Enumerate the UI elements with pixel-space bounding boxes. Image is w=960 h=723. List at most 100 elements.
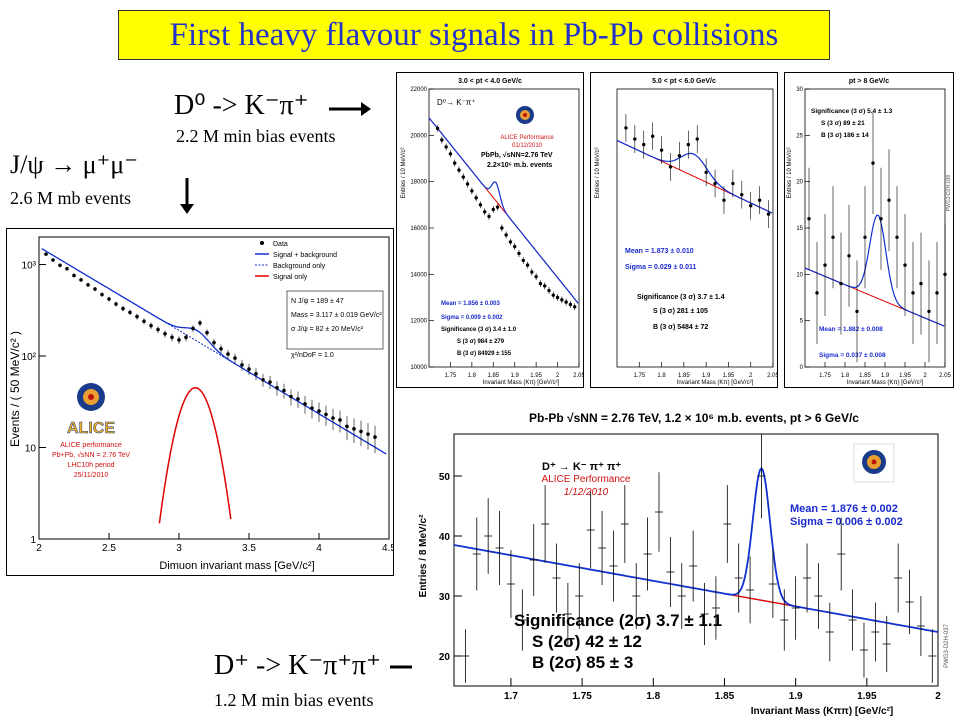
data-point [633,137,637,141]
slide-title: First heavy flavour signals in Pb-Pb col… [118,10,830,60]
y-tick-label: 12000 [410,319,427,325]
data-point [551,293,555,297]
background-fit [724,592,796,608]
data-point [564,300,568,304]
data-point [668,165,673,169]
x-tick-label: 2.05 [939,373,951,379]
x-tick-label: 1.8 [468,373,477,379]
d0c-mean: Mean = 1.882 ± 0.008 [819,326,883,333]
y-tick-label: 30 [796,87,803,93]
dplus-date: 1/12/2010 [564,487,609,498]
y-tick-label: 15 [796,226,803,232]
alice-perf-line: ALICE performance [60,442,122,449]
data-point [487,214,491,219]
data-point [114,302,118,306]
d0c-xlabel: Invariant Mass (Kπ) [GeV/c²] [847,380,924,386]
data-point [212,340,216,345]
data-point [373,435,377,439]
y-tick-label: 22000 [410,87,427,93]
alice-logo-d0 [516,106,534,124]
d0a-perf: ALICE Performance [500,135,554,141]
x-tick-label: 2.5 [102,543,116,554]
d0a-date: 01/12/2010 [512,143,543,149]
data-point [895,235,899,239]
d0a-title: 3.0 < pt < 4.0 GeV/c [458,78,522,85]
data-point [170,335,174,340]
alice-date-line: 25/11/2010 [74,472,109,479]
legend-bg: Background only [273,263,326,270]
data-point [72,273,76,278]
data-point [831,235,835,239]
data-point [766,212,771,216]
jpsi-decay-label: J/ψ → μ⁺μ⁻ [10,150,138,179]
data-point [517,251,521,256]
x-tick-label: 2 [36,543,42,554]
d0-plot-panel-c: pt > 8 GeV/c Entries / 10 MeV/c² Invaria… [784,72,954,388]
data-point [86,283,90,287]
data-point [478,203,483,207]
d0b-stat-b: B (3 σ) 5484 ± 72 [653,324,708,331]
y-tick-label: 14000 [410,272,427,278]
data-point [847,254,851,258]
data-point [191,326,195,331]
data-point [128,310,132,315]
data-point [465,182,470,186]
data-point [310,406,314,410]
dplus-stat-b: B (2σ) 85 ± 3 [532,653,633,672]
d0b-xlabel: Invariant Mass (Kπ) [GeV/c²] [677,380,754,386]
x-tick-label: 2 [923,373,927,379]
d0c-tag: PWG3-D2H-038 [946,175,952,212]
jpsi-plot-panel: Events / ( 50 MeV/c² ) Dimuon invariant … [6,228,396,576]
data-point [163,331,167,336]
y-tick-label: 0 [800,365,804,371]
data-point [879,217,883,221]
data-point [448,152,453,156]
data-point [198,321,202,325]
data-point [573,305,577,309]
data-point [713,181,717,186]
x-tick-label: 1.95 [899,373,911,379]
data-point [453,161,457,165]
arrow-right-icon [327,100,373,123]
d0a-sigma: Sigma = 0.009 ± 0.002 [441,315,503,321]
data-point [65,266,69,271]
d0-plot-panel-b: 5.0 < pt < 6.0 GeV/c Entries / 10 MeV/c²… [590,72,779,388]
d0-plot-b: 5.0 < pt < 6.0 GeV/c Entries / 10 MeV/c²… [595,78,779,386]
y-tick-label: 16000 [410,226,427,232]
data-point [205,330,209,335]
x-tick-label: 1.85 [487,373,499,379]
data-point [935,291,939,295]
dplus-events-label: 1.2 M min bias events [214,690,374,710]
data-point [530,270,534,274]
data-point [659,148,664,152]
y-tick-label: 18000 [410,180,427,186]
data-point [903,263,907,267]
x-tick-label: 1.8 [646,691,660,702]
data-point [650,134,655,138]
x-tick-label: 4.5 [382,543,393,554]
legend-data: Data [273,241,288,248]
data-point [807,217,811,221]
fit-sigma: σ J/ψ = 82 ± 20 MeV/c² [291,326,364,333]
data-point [331,416,335,420]
data-point [149,323,153,328]
legend-sig: Signal only [273,274,308,281]
x-tick-label: 2.05 [573,373,583,379]
d0c-stat-s: S (3 σ) 89 ± 21 [821,120,865,127]
dplus-header: D⁺ → K⁻ π⁺ π⁺ [542,461,621,473]
x-tick-label: 1.75 [819,373,831,379]
data-point [107,297,111,301]
dplus-tag: PWG3-D2H-037 [944,624,950,668]
alice-logo-jpsi: ALICE [67,383,116,437]
x-tick-label: 1.9 [702,373,711,379]
y-tick-label: 10² [22,352,37,363]
y-tick-label: 10³ [22,261,37,272]
d0b-mean: Mean = 1.873 ± 0.010 [625,248,694,255]
data-point [254,371,258,376]
data-point [338,418,342,422]
x-tick-label: 1.95 [723,373,735,379]
jpsi-frame [38,236,390,540]
d0a-stat-sig: Significance (3 σ) 3.4 ± 1.0 [441,327,517,333]
y-tick-label: 25 [796,133,803,139]
d0c-ylabel: Entries / 10 MeV/c² [787,147,793,198]
